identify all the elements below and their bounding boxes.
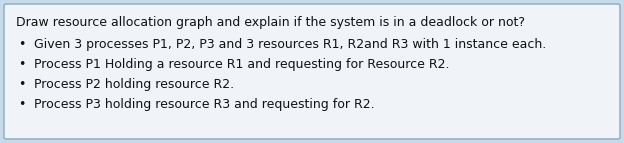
Text: •: • [18, 38, 26, 51]
Text: Draw resource allocation graph and explain if the system is in a deadlock or not: Draw resource allocation graph and expla… [16, 16, 525, 29]
Text: Given 3 processes P1, P2, P3 and 3 resources R1, R2and R3 with 1 instance each.: Given 3 processes P1, P2, P3 and 3 resou… [34, 38, 546, 51]
Text: •: • [18, 98, 26, 111]
Text: •: • [18, 78, 26, 91]
Text: Process P3 holding resource R3 and requesting for R2.: Process P3 holding resource R3 and reque… [34, 98, 374, 111]
Text: Process P1 Holding a resource R1 and requesting for Resource R2.: Process P1 Holding a resource R1 and req… [34, 58, 449, 71]
Text: Process P2 holding resource R2.: Process P2 holding resource R2. [34, 78, 234, 91]
Text: •: • [18, 58, 26, 71]
FancyBboxPatch shape [4, 4, 620, 139]
